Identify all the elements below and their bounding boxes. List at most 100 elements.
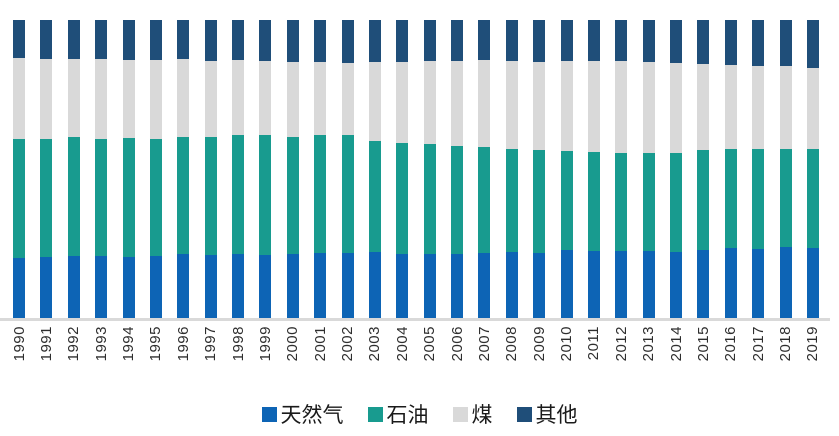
bar-segment-coal-1990 xyxy=(13,58,25,140)
bar-segment-coal-2001 xyxy=(314,62,327,136)
bar-segment-gas-2001 xyxy=(314,253,327,318)
x-tick-2012: 2012 xyxy=(613,326,630,390)
bar-2016 xyxy=(724,20,737,318)
bar-2009 xyxy=(533,20,546,318)
bar-segment-gas-1999 xyxy=(259,255,272,318)
bar-segment-other-2016 xyxy=(724,20,737,66)
bar-segment-oil-2014 xyxy=(670,153,682,253)
bar-segment-gas-2016 xyxy=(724,247,737,318)
bar-segment-other-2012 xyxy=(615,20,628,62)
x-tick-label: 1990 xyxy=(10,326,28,362)
bar-2001 xyxy=(314,20,327,318)
x-tick-label: 2008 xyxy=(503,326,521,362)
legend-label-oil: 石油 xyxy=(386,404,429,427)
bar-segment-coal-1991 xyxy=(40,58,53,139)
bar-segment-coal-1998 xyxy=(232,59,244,136)
bar-segment-coal-2012 xyxy=(615,61,628,154)
bar-segment-gas-1994 xyxy=(122,256,135,318)
bar-segment-gas-2006 xyxy=(451,253,463,318)
bar-segment-coal-2014 xyxy=(670,63,682,154)
bar-segment-coal-2013 xyxy=(642,62,655,153)
legend-swatch-gas xyxy=(261,406,277,422)
x-tick-2005: 2005 xyxy=(421,326,439,390)
bar-segment-other-2004 xyxy=(396,20,409,63)
bar-segment-coal-2002 xyxy=(341,62,354,136)
x-tick-1991: 1991 xyxy=(38,326,55,390)
bar-segment-coal-2010 xyxy=(560,61,573,152)
bar-segment-coal-1992 xyxy=(67,58,80,138)
bar-1990 xyxy=(13,20,25,318)
x-tick-label: 2013 xyxy=(640,326,658,362)
bar-segment-coal-1993 xyxy=(95,59,108,139)
x-tick-label: 2014 xyxy=(667,326,685,362)
bar-segment-coal-2011 xyxy=(587,61,600,153)
bar-1994 xyxy=(122,20,135,318)
x-tick-label: 2005 xyxy=(421,326,439,362)
bar-segment-oil-1995 xyxy=(149,138,162,257)
bar-segment-other-2008 xyxy=(505,20,518,62)
bar-segment-other-1998 xyxy=(232,20,244,60)
x-tick-2017: 2017 xyxy=(750,326,767,390)
bar-2014 xyxy=(670,20,682,318)
bar-segment-coal-2004 xyxy=(396,62,409,144)
bar-segment-oil-2017 xyxy=(752,149,765,249)
x-tick-label: 1999 xyxy=(256,326,274,362)
x-tick-2011: 2011 xyxy=(585,326,602,390)
x-tick-1993: 1993 xyxy=(92,326,110,390)
bar-segment-gas-2000 xyxy=(286,253,299,318)
bar-segment-other-2013 xyxy=(642,20,655,63)
x-tick-label: 2004 xyxy=(393,326,411,362)
bar-segment-other-2010 xyxy=(560,20,573,62)
bar-2003 xyxy=(368,20,381,318)
x-tick-2002: 2002 xyxy=(339,326,356,390)
x-axis-line xyxy=(0,318,830,321)
x-tick-label: 1996 xyxy=(174,326,192,362)
legend-label-coal: 煤 xyxy=(471,404,493,427)
legend-swatch-other xyxy=(516,406,532,422)
bar-segment-coal-2016 xyxy=(724,65,737,150)
bar-1991 xyxy=(40,20,53,318)
bar-segment-oil-1997 xyxy=(204,137,217,256)
bar-segment-other-1993 xyxy=(95,20,108,60)
bar-segment-oil-2013 xyxy=(642,152,655,251)
bar-2006 xyxy=(451,20,463,318)
plot-area xyxy=(13,20,819,318)
x-tick-label: 2009 xyxy=(530,326,548,362)
bar-segment-oil-2007 xyxy=(478,146,491,254)
x-tick-2010: 2010 xyxy=(558,326,575,390)
bar-1999 xyxy=(259,20,272,318)
bar-segment-coal-2019 xyxy=(806,68,819,150)
bar-segment-oil-2000 xyxy=(286,136,299,254)
bar-segment-other-2014 xyxy=(670,20,682,64)
legend-label-gas: 天然气 xyxy=(280,404,344,427)
x-tick-label: 2019 xyxy=(804,326,822,362)
bar-segment-coal-2009 xyxy=(533,62,546,150)
bar-2017 xyxy=(752,20,765,318)
x-tick-2016: 2016 xyxy=(722,326,739,390)
x-tick-1999: 1999 xyxy=(256,326,274,390)
chart-legend: 天然气 石油 煤 其他 xyxy=(0,399,839,429)
bar-segment-coal-1996 xyxy=(177,59,190,138)
x-tick-label: 1993 xyxy=(92,326,110,362)
bar-2008 xyxy=(505,20,518,318)
bar-segment-oil-2005 xyxy=(423,143,436,254)
bar-segment-gas-2015 xyxy=(697,250,710,318)
bar-segment-gas-2017 xyxy=(752,248,765,318)
bar-segment-coal-2015 xyxy=(697,64,710,151)
bar-2005 xyxy=(423,20,436,318)
bar-segment-oil-1999 xyxy=(259,135,272,256)
x-tick-1998: 1998 xyxy=(230,326,247,390)
bar-segment-oil-2008 xyxy=(505,149,518,253)
x-tick-label: 2001 xyxy=(311,326,329,362)
legend-item-other: 其他 xyxy=(516,399,578,429)
bar-segment-coal-2018 xyxy=(779,65,792,150)
x-tick-label: 2006 xyxy=(448,326,466,362)
bar-segment-other-1990 xyxy=(13,20,25,59)
bar-2010 xyxy=(560,20,573,318)
bar-segment-oil-2001 xyxy=(314,135,327,254)
x-tick-1990: 1990 xyxy=(10,326,28,390)
bar-segment-other-1994 xyxy=(122,20,135,60)
bar-2012 xyxy=(615,20,628,318)
x-tick-label: 1994 xyxy=(120,326,137,362)
